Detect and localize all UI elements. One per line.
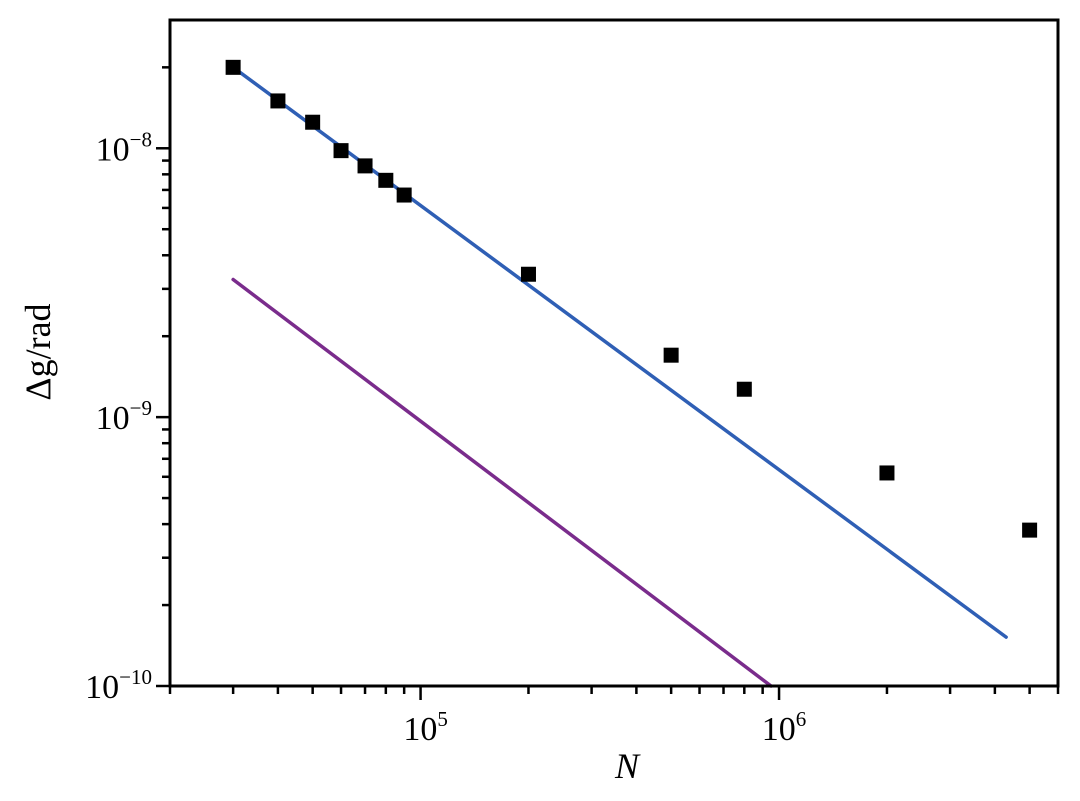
data-point [663, 347, 679, 363]
data-point [378, 172, 394, 188]
data-point [305, 114, 321, 130]
tick-labels: 105 106 10−8 10−9 10−10 [85, 127, 806, 748]
y-tick-label: 10−8 [96, 127, 152, 168]
x-axis-title: N [614, 746, 641, 786]
fit-line-2 [231, 277, 773, 688]
data-point [1022, 522, 1038, 538]
data-point [520, 266, 536, 282]
data-point [396, 187, 412, 203]
plot-border [168, 18, 1060, 688]
data-point [879, 465, 895, 481]
axis-ticks [156, 66, 1060, 700]
x-tick-label: 106 [762, 707, 807, 748]
data-point [333, 143, 349, 159]
data-point [357, 158, 373, 174]
y-tick-label: 10−10 [85, 665, 152, 706]
series-points [225, 59, 1038, 538]
data-point [225, 59, 241, 75]
y-axis-title: Δg/rad [18, 303, 58, 400]
x-tick-label: 105 [403, 707, 448, 748]
y-tick-label: 10−9 [96, 396, 152, 437]
data-point [270, 93, 286, 109]
data-point [736, 381, 752, 397]
plot-frame [168, 18, 1060, 688]
